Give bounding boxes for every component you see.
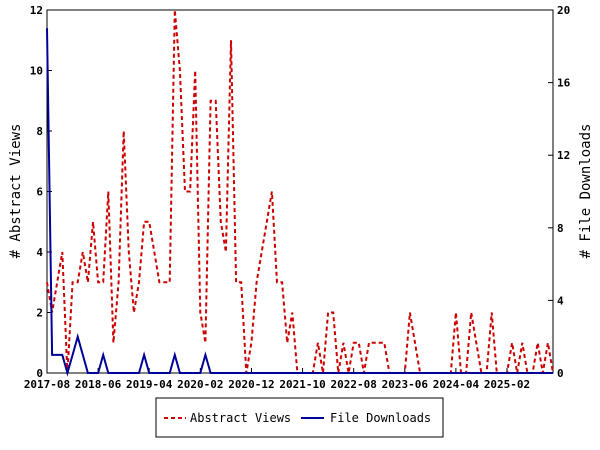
left-tick-label: 8 (36, 125, 43, 138)
left-tick-label: 4 (36, 246, 43, 259)
plot-area (46, 9, 554, 374)
legend-box (155, 397, 444, 438)
x-tick-label: 2017-08 (24, 378, 70, 391)
x-axis-ticks: 2017-08 2018-06 2019-04 2020-02 2020-12 2021-… (24, 368, 530, 391)
left-tick-label: 0 (36, 367, 43, 380)
right-tick-label: 12 (557, 149, 570, 162)
x-tick-label: 2018-06 (75, 378, 122, 391)
x-tick-label: 2025-02 (484, 378, 530, 391)
y-axis-right-title: # File Downloads (578, 124, 594, 259)
right-tick-label: 8 (557, 222, 564, 235)
x-tick-label: 2020-02 (177, 378, 223, 391)
series-layer (46, 9, 554, 377)
x-tick-label: 2021-10 (279, 378, 325, 391)
left-tick-label: 2 (36, 307, 43, 320)
legend-label-abstract-views: Abstract Views (190, 411, 291, 425)
x-tick-label: 2020-12 (228, 378, 274, 391)
x-tick-label: 2024-04 (433, 378, 480, 391)
left-axis-ticks: 0 2 4 6 8 10 12 (30, 4, 52, 380)
right-tick-label: 20 (557, 4, 570, 17)
legend-label-file-downloads: File Downloads (330, 411, 431, 425)
left-tick-label: 12 (30, 4, 43, 17)
x-tick-label: 2023-06 (382, 378, 429, 391)
left-tick-label: 6 (36, 186, 43, 199)
x-tick-label: 2022-08 (330, 378, 376, 391)
y-axis-left-title: # Abstract Views (8, 124, 24, 259)
x-tick-label: 2019-04 (126, 378, 173, 391)
right-tick-label: 16 (557, 77, 571, 90)
legend: Abstract Views File Downloads (155, 397, 444, 438)
right-tick-label: 4 (557, 294, 564, 307)
series-line-file-downloads (46, 28, 553, 377)
left-tick-label: 10 (30, 65, 43, 78)
right-tick-label: 0 (557, 367, 564, 380)
